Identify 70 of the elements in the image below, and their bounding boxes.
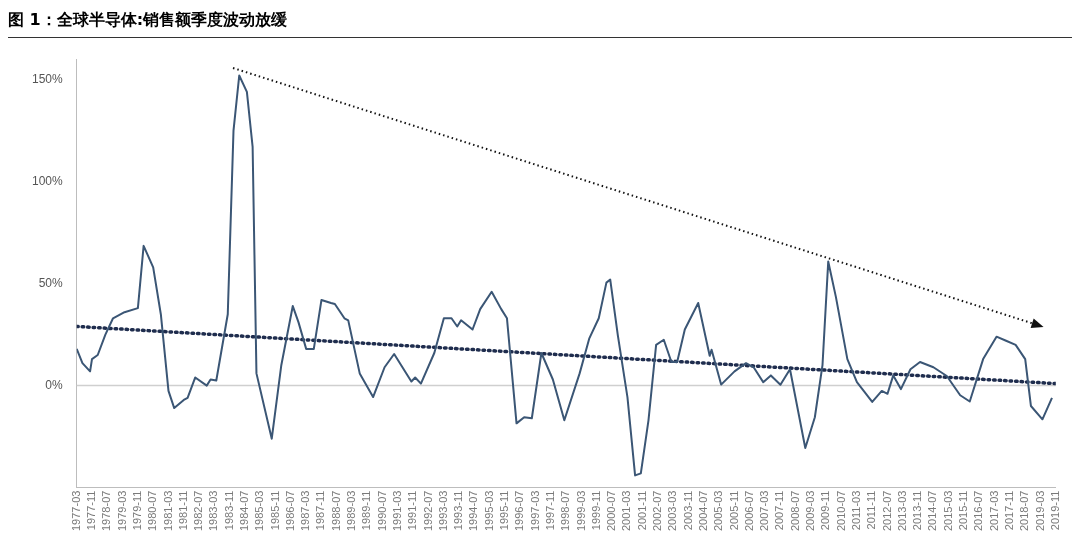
x-tick-label: 2006-07 (742, 490, 755, 532)
x-tick-label: 1977-03 (69, 490, 82, 532)
x-tick-label: 2015-03 (941, 490, 954, 532)
x-tick-label: 2014-07 (926, 490, 939, 532)
x-tick-label: 2002-07 (651, 490, 664, 532)
x-tick-label: 2005-11 (727, 490, 740, 531)
x-tick-label: 1996-07 (513, 490, 526, 532)
x-tick-label: 2011-03 (849, 490, 862, 531)
x-tick-label: 2008-07 (788, 490, 801, 532)
chart-title: 图 1：全球半导体:销售额季度波动放缓 (8, 8, 1072, 38)
x-tick-label: 2010-07 (834, 490, 847, 532)
x-tick-label: 1989-11 (360, 490, 373, 531)
x-tick-label: 2005-03 (712, 490, 725, 532)
x-tick-label: 1999-11 (589, 490, 602, 531)
x-tick-label: 1994-07 (467, 490, 480, 532)
x-tick-label: 1979-11 (130, 490, 143, 531)
x-tick-label: 2009-11 (819, 490, 832, 531)
x-tick-label: 1993-03 (436, 490, 449, 532)
x-tick-label: 2018-07 (1018, 490, 1031, 532)
x-tick-label: 2013-11 (911, 490, 924, 531)
x-tick-label: 2004-07 (696, 490, 709, 532)
x-tick-label: 1997-11 (543, 490, 556, 531)
x-tick-label: 2016-07 (972, 490, 985, 532)
x-tick-label: 1995-11 (498, 490, 511, 531)
x-tick-label: 1997-03 (528, 490, 541, 532)
x-tick-label: 1979-03 (115, 490, 128, 532)
x-tick-label: 1978-07 (100, 490, 113, 532)
x-tick-label: 2012-07 (880, 490, 893, 532)
x-tick-label: 1982-07 (192, 490, 205, 532)
x-tick-label: 1983-03 (207, 490, 220, 532)
x-tick-label: 2007-03 (758, 490, 771, 532)
x-tick-label: 2019-03 (1033, 490, 1046, 532)
x-tick-label: 2017-03 (987, 490, 1000, 532)
x-tick-label: 1983-11 (222, 490, 235, 531)
x-tick-label: 2000-07 (605, 490, 618, 532)
x-tick-label: 1999-03 (574, 490, 587, 532)
x-tick-label: 1991-11 (406, 490, 419, 531)
x-tick-label: 2013-03 (895, 490, 908, 532)
x-tick-label: 2003-03 (666, 490, 679, 532)
x-tick-label: 1988-07 (329, 490, 342, 532)
x-tick-label: 2001-03 (620, 490, 633, 532)
x-tick-label: 2015-11 (957, 490, 970, 531)
x-tick-label: 1987-11 (314, 490, 327, 531)
x-tick-label: 1985-03 (253, 490, 266, 532)
x-tick-label: 1980-07 (146, 490, 159, 532)
y-tick-label: 0% (45, 377, 64, 392)
x-tick-label: 1985-11 (268, 490, 281, 531)
x-tick-label: 1977-11 (85, 490, 98, 531)
y-tick-label: 150% (31, 71, 64, 86)
x-tick-label: 1984-07 (238, 490, 251, 532)
x-tick-label: 2017-11 (1002, 490, 1015, 531)
x-tick-label: 1987-03 (299, 490, 312, 532)
x-tick-label: 2001-11 (635, 490, 648, 531)
x-tick-label: 2007-11 (773, 490, 786, 531)
x-tick-label: 2019-11 (1048, 490, 1061, 531)
x-tick-label: 1981-11 (176, 490, 189, 531)
x-tick-label: 2011-11 (865, 490, 878, 530)
x-tick-label: 1989-03 (345, 490, 358, 532)
x-tick-label: 2003-11 (681, 490, 694, 531)
x-tick-label: 1992-07 (421, 490, 434, 532)
x-tick-label: 1990-07 (375, 490, 388, 532)
x-tick-label: 1998-07 (559, 490, 572, 532)
x-tick-label: 2009-03 (804, 490, 817, 532)
x-tick-label: 1981-03 (161, 490, 174, 532)
x-tick-label: 1995-03 (482, 490, 495, 532)
y-tick-label: 100% (31, 173, 64, 188)
x-tick-label: 1991-03 (390, 490, 403, 532)
x-tick-label: 1986-07 (283, 490, 296, 532)
y-tick-label: 50% (38, 275, 64, 290)
x-tick-label: 1993-11 (452, 490, 465, 531)
